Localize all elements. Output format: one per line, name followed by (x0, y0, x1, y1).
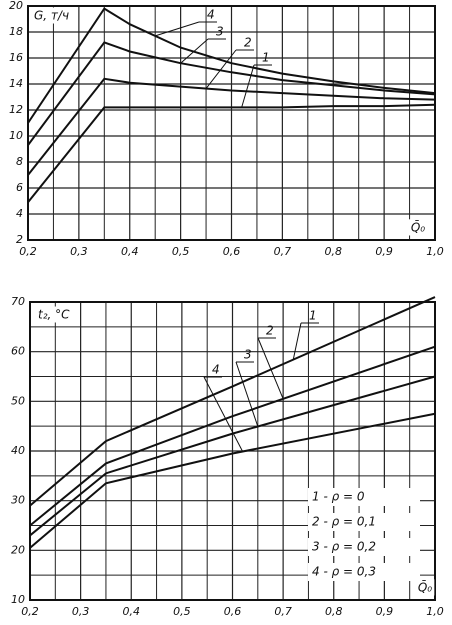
x-tick-label: 0,7 (274, 245, 292, 258)
label-bg (36, 306, 73, 323)
legend-entry: 1 - ρ = 0 (312, 490, 365, 504)
curve-label: 4 (212, 363, 220, 377)
y-tick-label: 8 (16, 155, 23, 168)
curve-label: 3 (216, 25, 224, 39)
curve-label: 1 (262, 51, 270, 65)
x-tick-label: 0,9 (376, 605, 394, 618)
x-tick-label: 0,8 (325, 605, 343, 618)
x-tick-label: 0,9 (375, 245, 393, 258)
x-tick-label: 0,6 (224, 605, 242, 618)
curve-label: 1 (309, 309, 317, 323)
leader-line (155, 21, 200, 37)
x-tick-label: 0,5 (172, 245, 190, 258)
data-line (27, 77, 436, 176)
leader-line (235, 361, 259, 427)
y-tick-label: 30 (11, 494, 25, 507)
data-line (29, 345, 436, 527)
leader-line (203, 376, 244, 452)
x-tick-label: 0,3 (72, 605, 90, 618)
curve-label: 4 (207, 8, 215, 22)
x-axis-label: Q̄₀ (411, 220, 425, 234)
y-tick-label: 18 (9, 25, 23, 38)
curve-label: 2 (244, 36, 252, 50)
x-axis-label: Q̄₀ (418, 580, 432, 594)
data-line (29, 375, 436, 537)
y-tick-label: 50 (11, 394, 25, 407)
y-tick-label: 16 (9, 51, 23, 64)
legend-bg (308, 538, 420, 556)
legend-bg (308, 488, 420, 506)
y-tick-label: 60 (11, 345, 25, 358)
y-tick-label: 2 (16, 233, 23, 246)
y-tick-label: 10 (9, 129, 23, 142)
label-bg (32, 7, 72, 24)
curve-label: 2 (266, 324, 274, 338)
x-tick-label: 0,3 (70, 245, 88, 258)
y-tick-label: 6 (16, 181, 23, 194)
legend-entry: 4 - ρ = 0,3 (312, 565, 376, 579)
data-line (27, 41, 436, 146)
x-tick-label: 0,2 (19, 245, 37, 258)
x-tick-label: 0,4 (121, 245, 139, 258)
legend-entry: 2 - ρ = 0,1 (312, 515, 376, 529)
curve-label: 3 (244, 348, 252, 362)
x-tick-label: 0,6 (223, 245, 241, 258)
leader-line (257, 337, 284, 400)
x-tick-label: 0,7 (274, 605, 292, 618)
x-tick-label: 1,0 (426, 245, 444, 258)
label-bg (415, 579, 435, 596)
leader-line (241, 64, 255, 108)
y-tick-label: 40 (11, 444, 25, 457)
y-tick-label: 20 (11, 543, 25, 556)
y-tick-label: 4 (16, 207, 23, 220)
legend-entry: 3 - ρ = 0,2 (312, 540, 376, 554)
legend-bg (308, 563, 420, 581)
y-tick-label: 70 (11, 295, 25, 308)
y-tick-label: 20 (9, 0, 23, 12)
x-tick-label: 0,8 (325, 245, 343, 258)
x-tick-label: 0,5 (173, 605, 191, 618)
y-tick-label: 12 (9, 103, 23, 116)
legend-bg (308, 513, 420, 531)
y-tick-label: 10 (11, 593, 25, 606)
data-line (29, 412, 436, 549)
x-tick-label: 1,0 (426, 605, 444, 618)
x-tick-label: 0,2 (21, 605, 39, 618)
data-line (29, 296, 436, 507)
plot-frame (29, 301, 436, 601)
y-axis-label: t₂, °C (38, 308, 70, 322)
leader-line (292, 322, 302, 360)
leader-line (205, 49, 237, 89)
data-line (27, 103, 436, 203)
label-bg (408, 219, 428, 236)
data-line (27, 7, 436, 124)
x-tick-label: 0,4 (123, 605, 141, 618)
y-axis-label: G, т/ч (34, 9, 69, 23)
y-tick-label: 14 (9, 77, 23, 90)
